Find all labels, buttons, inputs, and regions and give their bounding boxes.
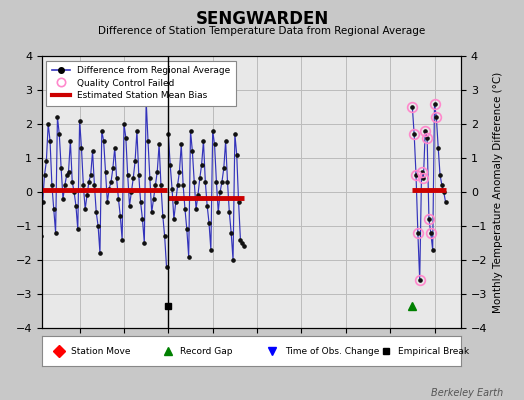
Text: Berkeley Earth: Berkeley Earth [431,388,503,398]
Text: Time of Obs. Change: Time of Obs. Change [285,346,379,356]
Text: Difference of Station Temperature Data from Regional Average: Difference of Station Temperature Data f… [99,26,425,36]
Text: Record Gap: Record Gap [180,346,233,356]
Y-axis label: Monthly Temperature Anomaly Difference (°C): Monthly Temperature Anomaly Difference (… [493,71,503,313]
Text: Station Move: Station Move [71,346,131,356]
Text: Empirical Break: Empirical Break [398,346,470,356]
Legend: Difference from Regional Average, Quality Control Failed, Estimated Station Mean: Difference from Regional Average, Qualit… [47,60,236,106]
Text: SENGWARDEN: SENGWARDEN [195,10,329,28]
